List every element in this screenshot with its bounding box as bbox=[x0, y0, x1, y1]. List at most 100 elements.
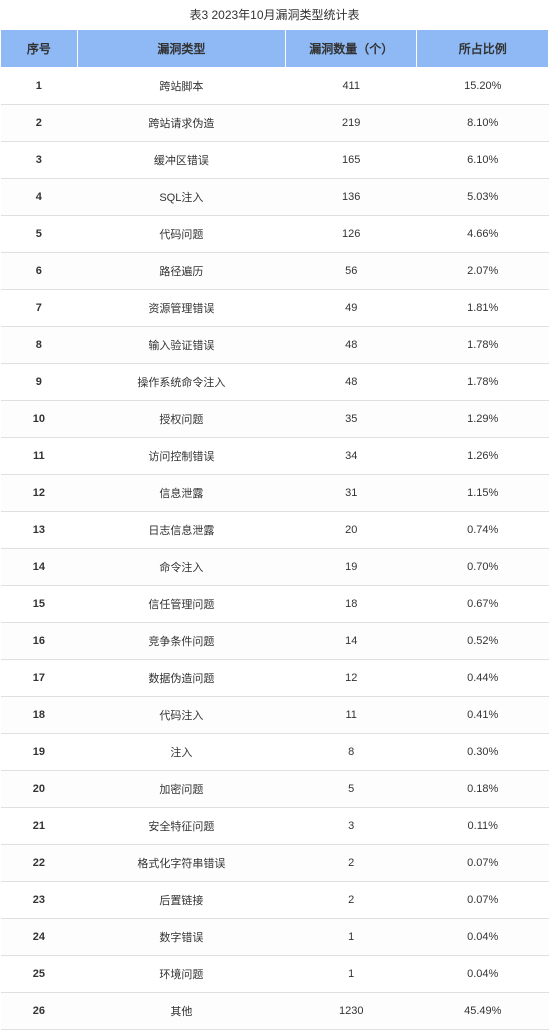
table-row: 9操作系统命令注入481.78% bbox=[1, 364, 549, 401]
table-cell: 代码注入 bbox=[77, 697, 285, 734]
table-row: 14命令注入190.70% bbox=[1, 549, 549, 586]
table-cell: 1 bbox=[1, 68, 78, 105]
table-cell: 0.44% bbox=[417, 660, 549, 697]
table-cell: 49 bbox=[285, 290, 417, 327]
table-row: 25环境问题10.04% bbox=[1, 956, 549, 993]
table-cell: 日志信息泄露 bbox=[77, 512, 285, 549]
table-cell: 13 bbox=[1, 512, 78, 549]
table-row: 8输入验证错误481.78% bbox=[1, 327, 549, 364]
table-cell: 安全特征问题 bbox=[77, 808, 285, 845]
table-row: 1跨站脚本41115.20% bbox=[1, 68, 549, 105]
table-cell: 22 bbox=[1, 845, 78, 882]
table-cell: 2 bbox=[285, 845, 417, 882]
table-row: 23后置链接20.07% bbox=[1, 882, 549, 919]
table-row: 15信任管理问题180.67% bbox=[1, 586, 549, 623]
table-cell: 9 bbox=[1, 364, 78, 401]
table-cell: 15 bbox=[1, 586, 78, 623]
table-cell: 5.03% bbox=[417, 179, 549, 216]
table-row: 11访问控制错误341.26% bbox=[1, 438, 549, 475]
table-cell: 0.52% bbox=[417, 623, 549, 660]
table-cell: 0.07% bbox=[417, 845, 549, 882]
table-cell: 加密问题 bbox=[77, 771, 285, 808]
table-cell: 0.30% bbox=[417, 734, 549, 771]
table-cell: 缓冲区错误 bbox=[77, 142, 285, 179]
table-title: 表3 2023年10月漏洞类型统计表 bbox=[0, 0, 549, 29]
table-cell: 1.29% bbox=[417, 401, 549, 438]
table-cell: 访问控制错误 bbox=[77, 438, 285, 475]
table-row: 5代码问题1264.66% bbox=[1, 216, 549, 253]
table-cell: 0.18% bbox=[417, 771, 549, 808]
table-cell: 0.11% bbox=[417, 808, 549, 845]
table-cell: 48 bbox=[285, 364, 417, 401]
table-row: 2跨站请求伪造2198.10% bbox=[1, 105, 549, 142]
table-cell: 136 bbox=[285, 179, 417, 216]
table-cell: 35 bbox=[285, 401, 417, 438]
table-cell: 11 bbox=[1, 438, 78, 475]
table-row: 19注入80.30% bbox=[1, 734, 549, 771]
table-cell: 7 bbox=[1, 290, 78, 327]
table-cell: 1.78% bbox=[417, 364, 549, 401]
table-cell: 25 bbox=[1, 956, 78, 993]
table-cell: 12 bbox=[285, 660, 417, 697]
table-row: 17数据伪造问题120.44% bbox=[1, 660, 549, 697]
table-cell: 0.04% bbox=[417, 919, 549, 956]
table-cell: 23 bbox=[1, 882, 78, 919]
table-cell: 17 bbox=[1, 660, 78, 697]
table-cell: 1.81% bbox=[417, 290, 549, 327]
table-cell: 24 bbox=[1, 919, 78, 956]
table-cell: 操作系统命令注入 bbox=[77, 364, 285, 401]
table-cell: 0.67% bbox=[417, 586, 549, 623]
vulnerability-table: 序号 漏洞类型 漏洞数量（个） 所占比例 1跨站脚本41115.20%2跨站请求… bbox=[0, 29, 549, 1030]
table-cell: 0.41% bbox=[417, 697, 549, 734]
table-cell: 1.15% bbox=[417, 475, 549, 512]
table-cell: 数字错误 bbox=[77, 919, 285, 956]
table-cell: 5 bbox=[1, 216, 78, 253]
table-cell: 环境问题 bbox=[77, 956, 285, 993]
table-cell: 跨站请求伪造 bbox=[77, 105, 285, 142]
table-cell: 注入 bbox=[77, 734, 285, 771]
table-cell: 31 bbox=[285, 475, 417, 512]
table-cell: 15.20% bbox=[417, 68, 549, 105]
table-cell: 11 bbox=[285, 697, 417, 734]
table-cell: 126 bbox=[285, 216, 417, 253]
table-cell: 48 bbox=[285, 327, 417, 364]
table-cell: SQL注入 bbox=[77, 179, 285, 216]
table-cell: 219 bbox=[285, 105, 417, 142]
table-row: 7资源管理错误491.81% bbox=[1, 290, 549, 327]
table-cell: 8.10% bbox=[417, 105, 549, 142]
table-cell: 代码问题 bbox=[77, 216, 285, 253]
table-row: 20加密问题50.18% bbox=[1, 771, 549, 808]
table-cell: 21 bbox=[1, 808, 78, 845]
table-cell: 4 bbox=[1, 179, 78, 216]
table-cell: 路径遍历 bbox=[77, 253, 285, 290]
table-cell: 资源管理错误 bbox=[77, 290, 285, 327]
table-header-row: 序号 漏洞类型 漏洞数量（个） 所占比例 bbox=[1, 30, 549, 68]
table-row: 26其他123045.49% bbox=[1, 993, 549, 1030]
table-cell: 0.74% bbox=[417, 512, 549, 549]
table-cell: 10 bbox=[1, 401, 78, 438]
table-cell: 命令注入 bbox=[77, 549, 285, 586]
table-row: 12信息泄露311.15% bbox=[1, 475, 549, 512]
table-cell: 4.66% bbox=[417, 216, 549, 253]
table-cell: 2 bbox=[1, 105, 78, 142]
table-cell: 20 bbox=[1, 771, 78, 808]
table-cell: 1.78% bbox=[417, 327, 549, 364]
table-cell: 12 bbox=[1, 475, 78, 512]
table-cell: 后置链接 bbox=[77, 882, 285, 919]
table-row: 24数字错误10.04% bbox=[1, 919, 549, 956]
table-cell: 5 bbox=[285, 771, 417, 808]
table-cell: 18 bbox=[285, 586, 417, 623]
table-row: 22格式化字符串错误20.07% bbox=[1, 845, 549, 882]
table-cell: 0.04% bbox=[417, 956, 549, 993]
col-header-pct: 所占比例 bbox=[417, 30, 549, 68]
table-cell: 6 bbox=[1, 253, 78, 290]
table-row: 10授权问题351.29% bbox=[1, 401, 549, 438]
table-cell: 8 bbox=[285, 734, 417, 771]
table-cell: 竞争条件问题 bbox=[77, 623, 285, 660]
table-row: 3缓冲区错误1656.10% bbox=[1, 142, 549, 179]
table-cell: 3 bbox=[1, 142, 78, 179]
table-cell: 14 bbox=[285, 623, 417, 660]
table-cell: 16 bbox=[1, 623, 78, 660]
table-cell: 数据伪造问题 bbox=[77, 660, 285, 697]
table-cell: 56 bbox=[285, 253, 417, 290]
